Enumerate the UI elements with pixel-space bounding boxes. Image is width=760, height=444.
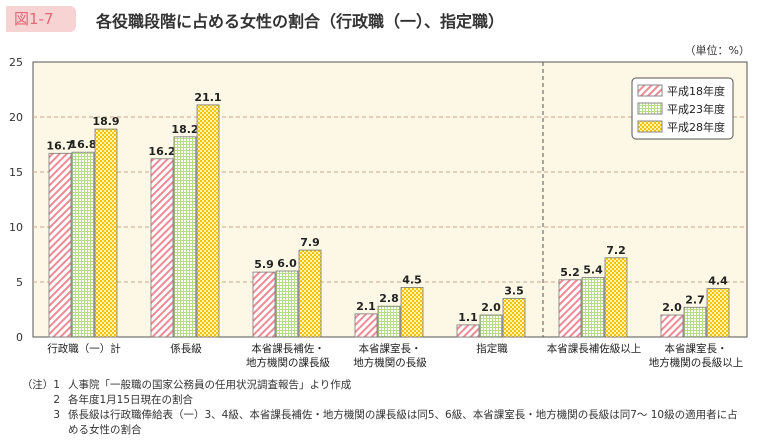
legend-swatch: [637, 84, 663, 97]
bar: [377, 305, 401, 338]
data-label: 1.1: [458, 311, 478, 324]
bar: [683, 306, 707, 338]
bar: [275, 270, 299, 338]
bar: [173, 136, 197, 338]
bar: [252, 271, 276, 338]
data-label: 4.4: [708, 275, 728, 288]
data-label: 5.2: [560, 266, 580, 279]
note-key: （注）1: [21, 379, 60, 391]
bar: [581, 277, 605, 338]
note-text: 係長級は行政職俸給表（一）3、4級、本省課長補佐・地方機関の課長級は同5、6級、…: [68, 409, 738, 436]
data-label: 2.1: [356, 300, 376, 313]
bar: [660, 314, 684, 338]
y-tick-label: 5: [16, 276, 23, 289]
data-label: 16.8: [69, 138, 96, 151]
legend-label: 平成18年度: [667, 84, 725, 98]
legend-label: 平成23年度: [667, 102, 725, 116]
bar: [150, 158, 174, 338]
x-tick-label: 地方機関の長級: [353, 356, 427, 369]
data-label: 16.2: [148, 145, 175, 158]
data-label: 18.9: [92, 115, 119, 128]
note-key: 2: [53, 394, 60, 406]
bar: [558, 279, 582, 338]
y-tick-label: 0: [16, 331, 23, 344]
y-tick-label: 10: [9, 221, 23, 234]
data-label: 4.5: [402, 274, 422, 287]
x-tick-label: 係長級: [170, 342, 202, 355]
legend-label: 平成28年度: [667, 120, 725, 134]
bar-chart: 0 5 10 15 20 25 16.716.8 18.9 行政職（一）計 16.2 18.2 21.…: [9, 56, 748, 369]
figure-number: 図1-7: [6, 6, 76, 32]
data-label: 2.0: [481, 301, 501, 314]
notes: （注）1 人事院「一般職の国家公務員の任用状況調査報告」より作成 2 各年度1月15…: [8, 378, 748, 438]
x-tick-label: 本省課室長・: [665, 342, 728, 355]
data-label: 18.2: [171, 123, 198, 136]
y-tick-label: 15: [9, 166, 23, 179]
data-label: 6.0: [277, 257, 297, 270]
note-text: 人事院「一般職の国家公務員の任用状況調査報告」より作成: [68, 379, 352, 391]
bar: [456, 324, 480, 338]
x-tick-label: 本省課長補佐級以上: [547, 342, 642, 355]
x-tick-label: 本省課長補佐・: [251, 342, 325, 355]
note-key: 3: [53, 409, 60, 421]
data-label: 7.9: [300, 236, 320, 249]
data-label: 5.4: [583, 264, 603, 277]
x-tick-label: 本省課室長・: [359, 342, 422, 355]
data-label: 21.1: [194, 91, 221, 104]
bar: [604, 257, 628, 338]
y-tick-label: 20: [9, 111, 23, 124]
data-label: 7.2: [606, 244, 626, 257]
legend-swatch: [637, 102, 663, 115]
bar: [400, 287, 424, 338]
x-tick-label: 指定職: [476, 342, 508, 355]
bar: [71, 151, 95, 338]
data-label: 2.8: [379, 292, 399, 305]
bar: [298, 249, 322, 338]
x-tick-label: 地方機関の課長級: [246, 356, 330, 369]
data-label: 5.9: [254, 258, 274, 271]
bar: [479, 314, 503, 338]
bar: [706, 288, 730, 338]
bar: [354, 313, 378, 338]
bar: [94, 128, 118, 338]
data-label: 16.7: [46, 139, 73, 152]
chart-title: 各役職段階に占める女性の割合（行政職（一）、指定職）: [96, 12, 505, 31]
legend-swatch: [637, 120, 663, 133]
unit-label: （単位：%）: [684, 44, 750, 57]
note-text: 各年度1月15日現在の割合: [68, 394, 194, 406]
x-tick-label: 地方機関の長級以上: [649, 356, 744, 369]
data-label: 2.7: [685, 293, 705, 306]
data-label: 2.0: [662, 301, 682, 314]
data-label: 3.5: [504, 285, 524, 298]
y-tick-label: 25: [9, 56, 23, 69]
bar: [502, 298, 526, 338]
bar: [48, 152, 72, 338]
bar: [196, 104, 220, 338]
x-tick-label: 行政職（一）計: [47, 342, 121, 355]
